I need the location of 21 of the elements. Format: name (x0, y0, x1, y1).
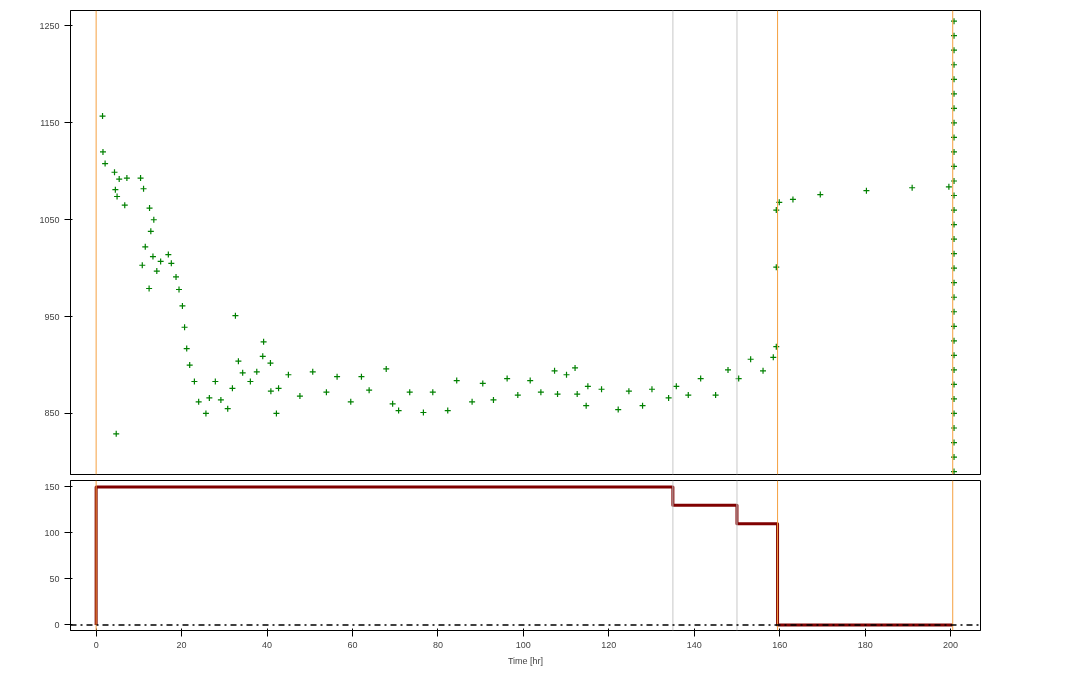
y-tick-label: 850 (44, 408, 60, 419)
y-tick-label: 1250 (39, 21, 60, 31)
x-tick-label: 140 (686, 639, 702, 650)
x-axis-title: Time [hr] (507, 655, 544, 666)
y-tick-label: 150 (44, 481, 60, 492)
y-tick-label: 100 (44, 527, 60, 538)
x-tick-label: 100 (515, 639, 531, 650)
y-tick-label: 1050 (39, 214, 60, 225)
y-tick-label: 50 (49, 573, 60, 584)
x-tick-label: 180 (857, 639, 873, 650)
x-tick-label: 200 (943, 639, 959, 650)
x-tick-label: 80 (432, 639, 443, 650)
x-tick-label: 160 (772, 639, 788, 650)
y-tick-label: 950 (44, 311, 60, 322)
x-tick-label: 40 (262, 639, 273, 650)
y-tick-label: 1150 (40, 117, 60, 128)
x-tick-label: 120 (601, 639, 617, 650)
x-tick-label: 20 (176, 639, 187, 650)
y-tick-label: 0 (54, 619, 60, 630)
x-tick-label: 60 (347, 639, 358, 650)
x-tick-label: 0 (93, 639, 99, 650)
